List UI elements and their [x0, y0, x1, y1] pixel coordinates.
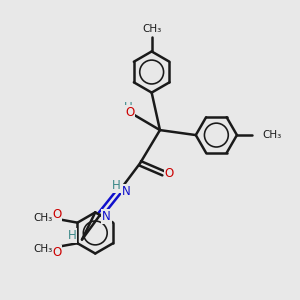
Text: O: O: [52, 246, 62, 259]
Text: H: H: [68, 229, 76, 242]
Text: CH₃: CH₃: [142, 24, 161, 34]
Text: CH₃: CH₃: [262, 130, 282, 140]
Text: H: H: [112, 179, 121, 192]
Text: N: N: [122, 185, 130, 198]
Text: O: O: [125, 106, 134, 119]
Text: O: O: [52, 208, 62, 221]
Text: N: N: [102, 210, 111, 223]
Text: H: H: [123, 101, 132, 114]
Text: O: O: [165, 167, 174, 180]
Text: CH₃: CH₃: [33, 213, 52, 223]
Text: CH₃: CH₃: [33, 244, 52, 254]
